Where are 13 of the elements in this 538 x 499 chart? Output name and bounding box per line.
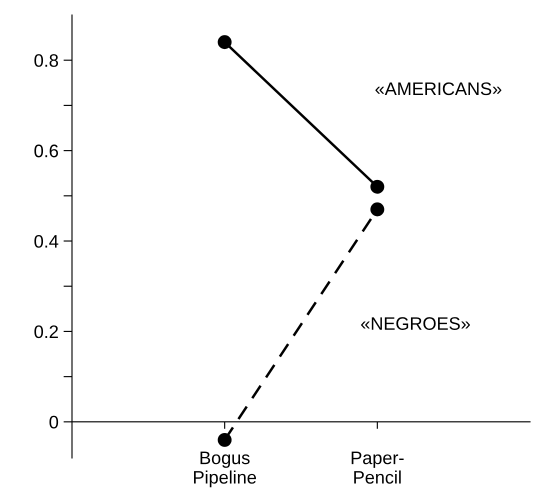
y-tick-label: 0.6 bbox=[34, 144, 58, 158]
y-tick-label: 0 bbox=[49, 416, 58, 429]
x-tick-label: Paper- Pencil bbox=[352, 452, 404, 484]
y-tick-label: 0.4 bbox=[34, 234, 58, 248]
text: «NEGROES» bbox=[361, 317, 470, 330]
point bbox=[218, 432, 232, 447]
point bbox=[370, 180, 384, 194]
point bbox=[218, 35, 232, 50]
y-tick-label: 0.8 bbox=[34, 54, 58, 67]
text: «AMERICANS» bbox=[375, 82, 502, 96]
y-tick-label: 0.2 bbox=[34, 325, 58, 338]
point bbox=[370, 202, 384, 216]
x-tick-label: Bogus Pipeline bbox=[194, 452, 256, 488]
